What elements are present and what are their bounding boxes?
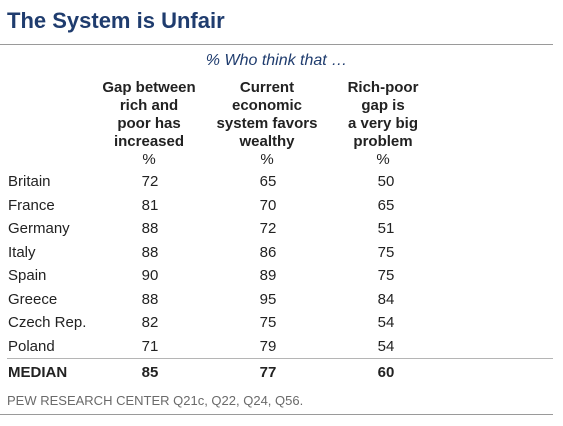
- row-value-cell: 70: [259, 196, 277, 214]
- row-value-cell: 72: [259, 220, 277, 238]
- median-label: MEDIAN: [7, 358, 91, 385]
- row-value-cell: 65: [259, 173, 277, 191]
- row-value-cell: 51: [377, 220, 395, 238]
- column-header-line: wealthy: [239, 133, 295, 150]
- row-value-cell: 75: [377, 243, 395, 261]
- column-header-line: system favors: [216, 115, 318, 132]
- row-value-cell: 72: [141, 173, 159, 191]
- chart-title: The System is Unfair: [7, 8, 225, 33]
- column-unit: %: [142, 151, 156, 168]
- column-header-gap-increased: Gap between rich and poor has increased: [90, 79, 208, 151]
- row-value-cell: 71: [141, 337, 159, 355]
- row-value-cell: 82: [141, 314, 159, 332]
- column-header-line: rich and: [119, 97, 179, 114]
- median-value-cell: 77: [209, 358, 327, 385]
- bottom-divider: [0, 414, 553, 415]
- column-header-line: Current: [239, 79, 295, 96]
- row-country-label: Poland: [8, 337, 55, 355]
- column-header-line: a very big: [347, 115, 419, 132]
- column-header-favors-wealthy: Current economic system favors wealthy: [208, 79, 326, 151]
- row-value-cell: 54: [377, 337, 395, 355]
- table-row: Poland 71 79 54: [7, 335, 553, 359]
- row-value-cell: 79: [259, 337, 277, 355]
- row-spacer: [445, 288, 553, 312]
- data-table: Britain 72 65 50 France 81 70 65 Germany 88 72 51 It…: [7, 170, 553, 385]
- row-spacer: [445, 264, 553, 288]
- column-header-line: economic: [231, 97, 303, 114]
- row-value-cell: 90: [141, 267, 159, 285]
- row-country-label: Britain: [8, 173, 51, 191]
- median-row: MEDIAN 85 77 60: [7, 358, 553, 385]
- row-value-cell: 65: [377, 196, 395, 214]
- row-value-cell: 75: [377, 267, 395, 285]
- table-row: Czech Rep. 82 75 54: [7, 311, 553, 335]
- median-value-cell: 85: [91, 358, 209, 385]
- column-header-line: poor has: [117, 115, 181, 132]
- row-country-label: Spain: [8, 267, 47, 285]
- row-country-label: Greece: [8, 290, 58, 308]
- row-value-cell: 95: [259, 290, 277, 308]
- row-country-label: Czech Rep.: [8, 314, 87, 332]
- column-header-line: problem: [353, 133, 413, 150]
- table-row: Spain 90 89 75: [7, 264, 553, 288]
- table-row: Germany 88 72 51: [7, 217, 553, 241]
- row-spacer: [445, 311, 553, 335]
- table-row: Italy 88 86 75: [7, 241, 553, 265]
- chart-subtitle: % Who think that …: [205, 52, 348, 69]
- row-country-label: Italy: [8, 243, 36, 261]
- column-unit: %: [260, 151, 274, 168]
- top-divider: [0, 44, 553, 45]
- table-body: Britain 72 65 50 France 81 70 65 Germany 88 72 51 It…: [7, 170, 553, 385]
- row-value-cell: 88: [141, 290, 159, 308]
- column-header-big-problem: Rich-poor gap is a very big problem: [324, 79, 442, 151]
- source-note: PEW RESEARCH CENTER Q21c, Q22, Q24, Q56.: [7, 393, 304, 408]
- row-value-cell: 50: [377, 173, 395, 191]
- row-value-cell: 86: [259, 243, 277, 261]
- row-value-cell: 89: [259, 267, 277, 285]
- column-header-line: Gap between: [102, 79, 196, 96]
- row-spacer: [445, 335, 553, 359]
- row-value-cell: 81: [141, 196, 159, 214]
- row-value-cell: 84: [377, 290, 395, 308]
- row-spacer: [445, 358, 553, 385]
- row-value-cell: 75: [259, 314, 277, 332]
- row-spacer: [445, 194, 553, 218]
- row-value-cell: 88: [141, 220, 159, 238]
- table-row: Britain 72 65 50: [7, 170, 553, 194]
- column-header-line: gap is: [361, 97, 405, 114]
- row-country-label: France: [8, 196, 55, 214]
- row-value-cell: 54: [377, 314, 395, 332]
- row-value-cell: 88: [141, 243, 159, 261]
- table-row: Greece 88 95 84: [7, 288, 553, 312]
- row-spacer: [445, 241, 553, 265]
- table-row: France 81 70 65: [7, 194, 553, 218]
- column-unit: %: [376, 151, 390, 168]
- column-header-line: Rich-poor: [347, 79, 419, 96]
- row-spacer: [445, 217, 553, 241]
- row-spacer: [445, 170, 553, 194]
- row-country-label: Germany: [8, 220, 70, 238]
- column-header-line: increased: [113, 133, 185, 150]
- median-value-cell: 60: [327, 358, 445, 385]
